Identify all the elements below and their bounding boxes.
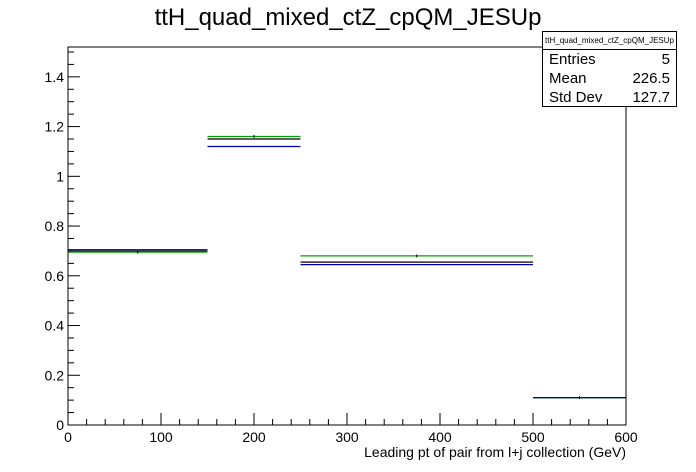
x-tick-label: 300 xyxy=(335,429,359,445)
stats-label: Mean xyxy=(549,70,587,87)
x-tick-label: 200 xyxy=(242,429,266,445)
y-tick-label: 0 xyxy=(56,417,64,433)
y-tick-label: 0.6 xyxy=(45,268,65,284)
x-tick-label: 100 xyxy=(149,429,173,445)
chart-title: ttH_quad_mixed_ctZ_cpQM_JESUp xyxy=(154,4,542,31)
y-tick-label: 1.2 xyxy=(45,119,65,135)
x-tick-label: 600 xyxy=(614,429,638,445)
y-tick-label: 0.8 xyxy=(45,218,65,234)
y-tick-label: 1 xyxy=(56,168,64,184)
x-tick-label: 500 xyxy=(521,429,545,445)
stats-row-mean: Mean 226.5 xyxy=(543,69,676,88)
x-tick-label: 0 xyxy=(64,429,72,445)
stats-box: ttH_quad_mixed_ctZ_cpQM_JESUp Entries 5 … xyxy=(542,31,677,107)
stats-value: 127.7 xyxy=(632,89,670,106)
y-tick-label: 0.4 xyxy=(45,318,65,334)
stats-label: Std Dev xyxy=(549,89,603,106)
stats-value: 5 xyxy=(661,51,670,68)
x-axis-label: Leading pt of pair from l+j collection (… xyxy=(364,444,626,460)
stats-row-stddev: Std Dev 127.7 xyxy=(543,88,676,107)
y-tick-label: 1.4 xyxy=(45,69,65,85)
stats-value: 226.5 xyxy=(632,70,670,87)
stats-box-header: ttH_quad_mixed_ctZ_cpQM_JESUp xyxy=(543,32,676,50)
stats-label: Entries xyxy=(549,51,596,68)
x-tick-label: 400 xyxy=(428,429,452,445)
y-tick-label: 0.2 xyxy=(45,367,65,383)
stats-row-entries: Entries 5 xyxy=(543,50,676,69)
